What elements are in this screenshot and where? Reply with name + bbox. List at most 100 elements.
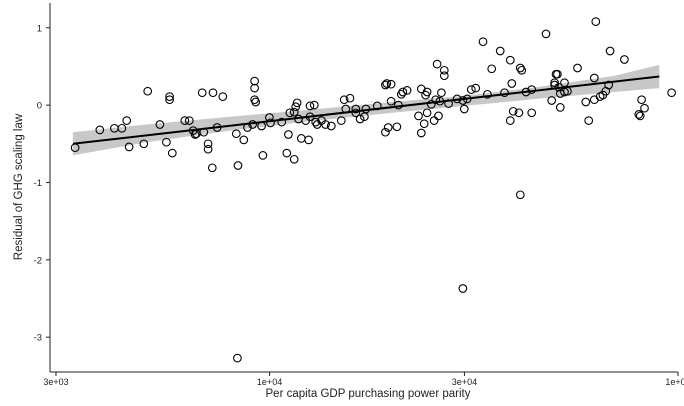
data-point: [122, 116, 132, 125]
data-point: [541, 29, 551, 39]
data-point: [355, 114, 365, 124]
x-ticks: 3e+03 1e+04 3e+04 1e+05: [43, 372, 684, 387]
data-point: [155, 120, 165, 129]
data-point: [444, 99, 453, 108]
data-point: [517, 65, 527, 75]
data-point: [640, 103, 649, 113]
data-point: [553, 69, 562, 79]
x-tick-label: 3e+03: [43, 377, 68, 387]
data-point: [197, 88, 207, 98]
y-tick-label: -1: [34, 178, 42, 189]
data-point: [265, 113, 274, 122]
data-point: [304, 135, 313, 145]
data-point: [289, 154, 299, 164]
data-point: [351, 108, 361, 118]
data-point: [117, 123, 127, 133]
data-point: [296, 134, 306, 143]
data-point: [439, 71, 449, 81]
data-point: [277, 117, 287, 127]
data-point: [285, 108, 295, 118]
data-point: [560, 78, 569, 88]
data-point: [282, 148, 292, 158]
data-point: [372, 101, 382, 111]
data-point: [351, 104, 361, 114]
data-point: [311, 117, 321, 127]
data-point: [381, 127, 390, 137]
data-point: [437, 88, 446, 98]
data-point: [199, 127, 209, 137]
data-point: [218, 92, 228, 101]
data-point: [139, 139, 149, 149]
data-point: [167, 148, 177, 158]
y-tick-label: -2: [34, 255, 42, 266]
data-point: [321, 120, 330, 129]
data-point: [554, 82, 564, 92]
data-point: [394, 100, 403, 110]
data-point: [266, 118, 275, 128]
x-tick-label: 3e+04: [452, 377, 477, 387]
data-point: [483, 89, 492, 99]
data-point: [326, 121, 336, 131]
data-point: [396, 89, 406, 99]
data-point: [426, 99, 436, 109]
data-point: [339, 95, 349, 105]
data-point: [459, 104, 469, 114]
data-point: [165, 95, 174, 105]
data-point: [392, 122, 402, 132]
data-point: [402, 86, 412, 95]
data-point: [381, 80, 390, 90]
data-point: [289, 107, 299, 117]
data-point: [435, 96, 445, 106]
data-point: [124, 142, 134, 152]
data-point: [584, 116, 594, 125]
y-axis-label: Residual of GHG scaling law: [13, 113, 25, 260]
data-point: [471, 83, 481, 93]
data-point: [386, 79, 396, 89]
data-point: [515, 63, 525, 73]
data-point: [250, 76, 259, 86]
data-point: [143, 86, 153, 96]
data-point: [341, 104, 351, 114]
data-point: [382, 79, 392, 88]
data-point: [162, 137, 171, 147]
data-point: [258, 151, 268, 160]
data-point: [495, 46, 505, 56]
data-point: [284, 130, 293, 139]
data-point: [251, 97, 261, 107]
data-point: [432, 59, 442, 69]
data-point: [458, 96, 468, 105]
data-point: [487, 64, 497, 74]
data-point: [550, 80, 559, 90]
y-tick-label: 0: [37, 101, 42, 112]
data-point: [462, 94, 472, 104]
data-point: [555, 103, 565, 112]
data-point: [667, 88, 676, 98]
data-point: [180, 116, 190, 125]
data-point: [478, 37, 488, 47]
data-point: [414, 111, 423, 121]
data-point: [589, 95, 599, 105]
data-point: [634, 110, 644, 119]
data-point: [604, 80, 614, 90]
data-point: [398, 87, 408, 97]
data-point: [203, 139, 213, 149]
data-point: [439, 65, 449, 75]
scatter-points-layer: [70, 17, 676, 363]
data-point: [547, 96, 557, 105]
data-point: [507, 79, 517, 88]
data-point: [434, 111, 443, 121]
data-point: [231, 129, 241, 139]
data-point: [233, 161, 243, 170]
data-point: [248, 120, 257, 129]
data-point: [505, 116, 515, 125]
fit-line-layer: [72, 75, 660, 145]
data-point: [466, 85, 476, 94]
data-point: [605, 46, 615, 56]
data-point: [581, 97, 591, 107]
data-point: [250, 83, 259, 93]
x-tick-label: 1e+04: [257, 377, 282, 387]
data-point: [70, 143, 80, 153]
data-point: [305, 112, 315, 122]
data-point: [591, 17, 601, 26]
